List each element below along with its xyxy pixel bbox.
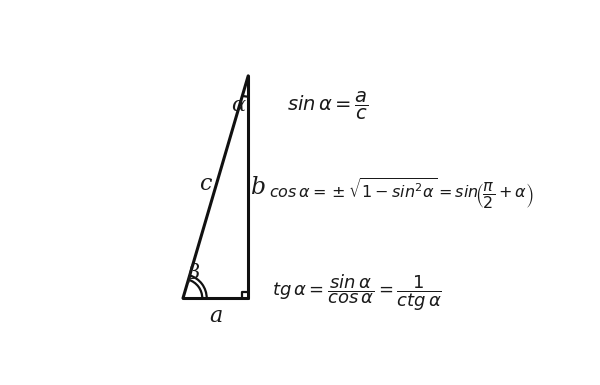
Text: α: α xyxy=(231,96,245,115)
Text: b: b xyxy=(251,176,266,199)
Text: c: c xyxy=(199,173,211,195)
Text: $\mathit{tg}\,\alpha = \dfrac{\mathit{sin}\,\alpha}{\mathit{cos}\,\alpha} = \dfr: $\mathit{tg}\,\alpha = \dfrac{\mathit{si… xyxy=(272,272,442,313)
Text: a: a xyxy=(209,305,222,327)
Text: β: β xyxy=(187,263,199,283)
Text: $\mathit{cos}\,\alpha = \pm\sqrt{1 - \mathit{sin}^{\mathit{2}}\alpha} = \mathit{: $\mathit{cos}\,\alpha = \pm\sqrt{1 - \ma… xyxy=(269,177,533,211)
Text: $\mathit{sin}\,\alpha = \dfrac{a}{c}$: $\mathit{sin}\,\alpha = \dfrac{a}{c}$ xyxy=(287,89,368,122)
